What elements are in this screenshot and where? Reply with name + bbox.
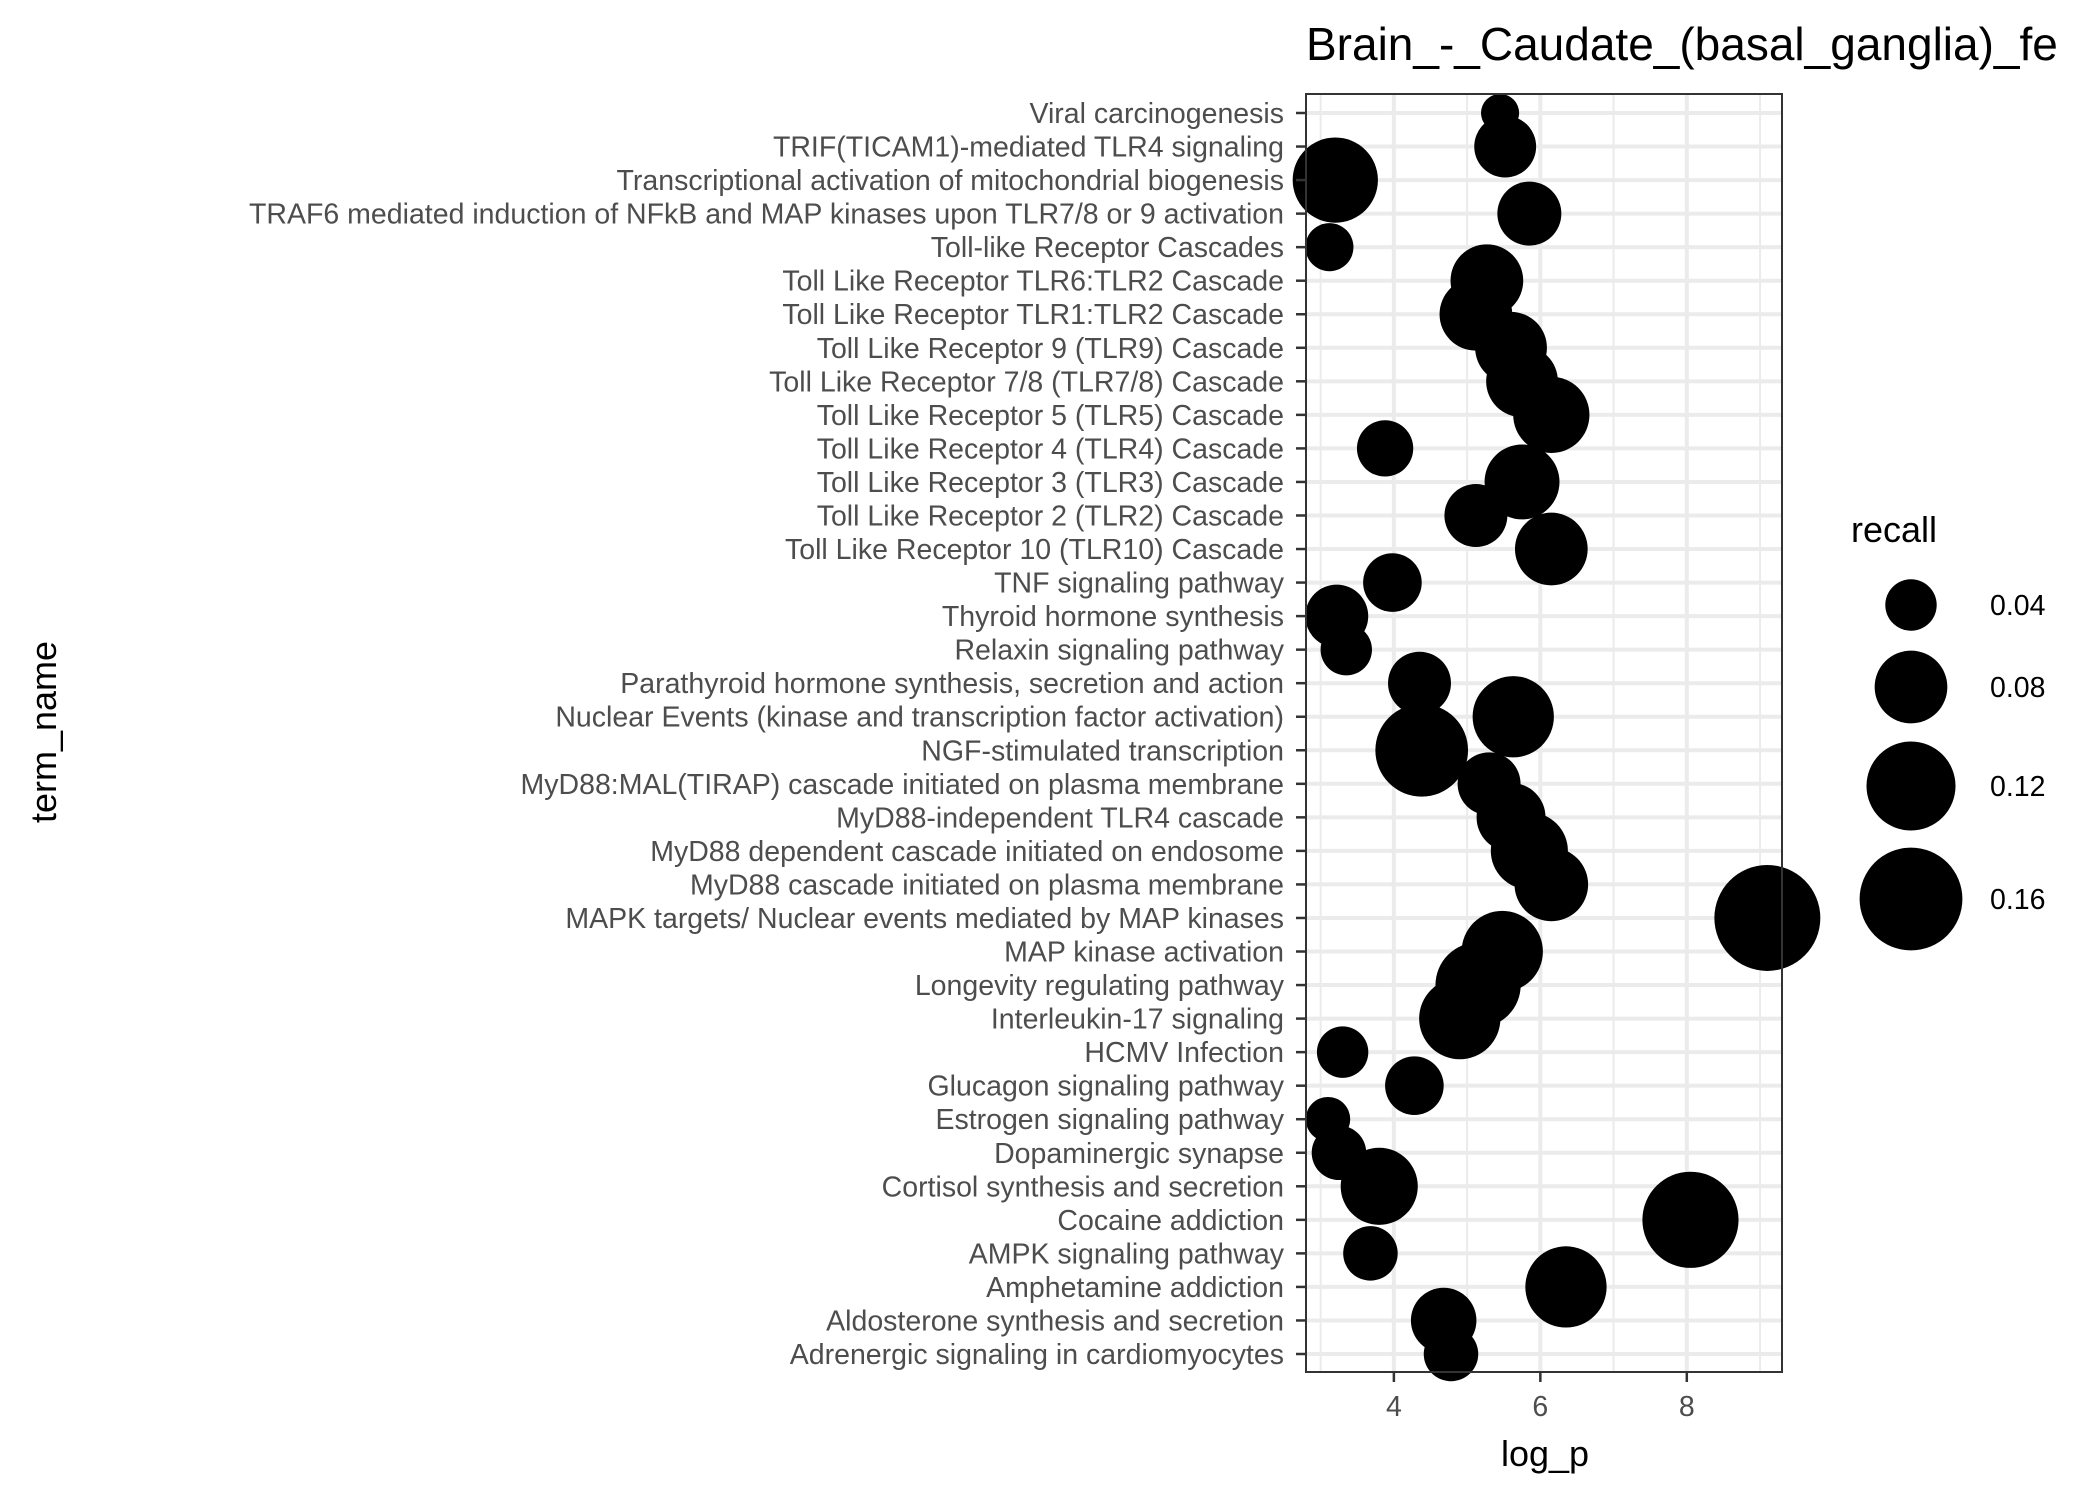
- y-tick-label: Transcriptional activation of mitochondr…: [617, 165, 1284, 197]
- data-point: [1356, 420, 1414, 477]
- y-tick-label: MyD88:MAL(TIRAP) cascade initiated on pl…: [521, 769, 1284, 801]
- y-axis-tick-labels: Viral carcinogenesisTRIF(TICAM1)-mediate…: [249, 98, 1306, 1371]
- legend-label: 0.08: [1990, 672, 2045, 704]
- legend-title: recall: [1851, 509, 1937, 550]
- data-point: [1423, 1326, 1479, 1382]
- legend: recall 0.04 0.08 0.12 0.16: [1851, 509, 2046, 951]
- data-point: [1474, 115, 1537, 178]
- y-tick-label: NGF-stimulated transcription: [921, 735, 1284, 767]
- y-tick-label: AMPK signaling pathway: [969, 1238, 1285, 1270]
- y-tick-label: Amphetamine addiction: [986, 1272, 1284, 1304]
- data-point: [1316, 1026, 1369, 1078]
- x-tick-label: 4: [1386, 1391, 1402, 1423]
- data-point: [1343, 1226, 1398, 1281]
- y-tick-label: MyD88 dependent cascade initiated on end…: [650, 836, 1284, 868]
- y-tick-label: Relaxin signaling pathway: [954, 635, 1284, 667]
- data-point: [1525, 1246, 1607, 1328]
- y-tick-label: Toll Like Receptor 3 (TLR3) Cascade: [817, 467, 1284, 499]
- y-tick-label: MyD88 cascade initiated on plasma membra…: [690, 869, 1284, 901]
- data-point: [1375, 703, 1469, 797]
- y-tick-label: Cocaine addiction: [1057, 1205, 1284, 1237]
- data-point: [1305, 223, 1354, 272]
- data-point: [1419, 977, 1501, 1060]
- y-tick-label: TNF signaling pathway: [994, 568, 1285, 600]
- y-tick-label: MyD88-independent TLR4 cascade: [836, 802, 1284, 834]
- y-tick-label: Cortisol synthesis and secretion: [882, 1171, 1284, 1203]
- y-tick-label: Estrogen signaling pathway: [935, 1104, 1284, 1136]
- y-tick-label: MAP kinase activation: [1004, 937, 1284, 969]
- data-point: [1642, 1171, 1739, 1268]
- y-tick-label: Toll Like Receptor 7/8 (TLR7/8) Cascade: [769, 366, 1284, 398]
- y-tick-label: Interleukin-17 signaling: [991, 1004, 1284, 1036]
- y-tick-label: Glucagon signaling pathway: [928, 1071, 1285, 1103]
- y-tick-label: Toll Like Receptor 2 (TLR2) Cascade: [817, 500, 1284, 532]
- y-tick-label: Thyroid hormone synthesis: [942, 601, 1284, 633]
- y-tick-label: Toll Like Receptor TLR6:TLR2 Cascade: [782, 266, 1284, 298]
- panel-border: [1305, 93, 1783, 1373]
- legend-key: [1874, 650, 1948, 724]
- data-point: [1388, 651, 1451, 715]
- y-tick-label: Aldosterone synthesis and secretion: [826, 1305, 1284, 1337]
- x-axis-tick-labels: 4 6 8: [1386, 1372, 1695, 1423]
- data-point: [1497, 181, 1562, 246]
- y-tick-label: HCMV Infection: [1084, 1037, 1284, 1069]
- x-tick-label: 6: [1532, 1391, 1548, 1423]
- y-tick-label: MAPK targets/ Nuclear events mediated by…: [565, 903, 1284, 935]
- y-tick-label: Toll Like Receptor 9 (TLR9) Cascade: [817, 333, 1284, 365]
- legend-key: [1859, 847, 1963, 951]
- legend-label: 0.16: [1990, 884, 2045, 916]
- data-point: [1514, 847, 1589, 922]
- y-tick-label: Parathyroid hormone synthesis, secretion…: [620, 668, 1284, 700]
- chart-title: Brain_-_Caudate_(basal_ganglia)_fe: [1306, 18, 2058, 70]
- data-point: [1385, 1056, 1444, 1115]
- y-tick-label: Toll Like Receptor 5 (TLR5) Cascade: [817, 400, 1284, 432]
- legend-label: 0.12: [1990, 771, 2045, 803]
- data-point: [1513, 376, 1590, 453]
- plot-panel: [1292, 93, 1821, 1382]
- x-tick-label: 8: [1679, 1391, 1695, 1423]
- data-point: [1444, 484, 1508, 547]
- data-point: [1514, 512, 1588, 586]
- x-axis-title: log_p: [1501, 1433, 1589, 1474]
- y-tick-label: Toll Like Receptor 4 (TLR4) Cascade: [817, 433, 1284, 465]
- y-axis-title: term_name: [23, 641, 64, 823]
- legend-key: [1866, 741, 1956, 831]
- data-point: [1292, 137, 1378, 223]
- data-point: [1363, 553, 1422, 612]
- y-tick-label: Toll Like Receptor 10 (TLR10) Cascade: [785, 534, 1284, 566]
- data-point: [1340, 1147, 1418, 1225]
- legend-key: [1885, 579, 1937, 631]
- legend-label: 0.04: [1990, 590, 2046, 622]
- data-point: [1714, 864, 1821, 971]
- y-tick-label: Dopaminergic synapse: [994, 1138, 1284, 1170]
- y-tick-label: Adrenergic signaling in cardiomyocytes: [790, 1339, 1284, 1371]
- y-tick-label: Viral carcinogenesis: [1029, 98, 1284, 130]
- y-tick-label: TRAF6 mediated induction of NFkB and MAP…: [249, 199, 1284, 231]
- y-tick-label: Longevity regulating pathway: [915, 970, 1285, 1002]
- y-tick-label: Toll-like Receptor Cascades: [931, 232, 1284, 264]
- y-tick-label: TRIF(TICAM1)-mediated TLR4 signaling: [773, 132, 1284, 164]
- y-tick-label: Nuclear Events (kinase and transcription…: [555, 702, 1284, 734]
- y-tick-label: Toll Like Receptor TLR1:TLR2 Cascade: [782, 299, 1284, 331]
- data-point: [1320, 623, 1372, 676]
- data-point: [1472, 676, 1554, 758]
